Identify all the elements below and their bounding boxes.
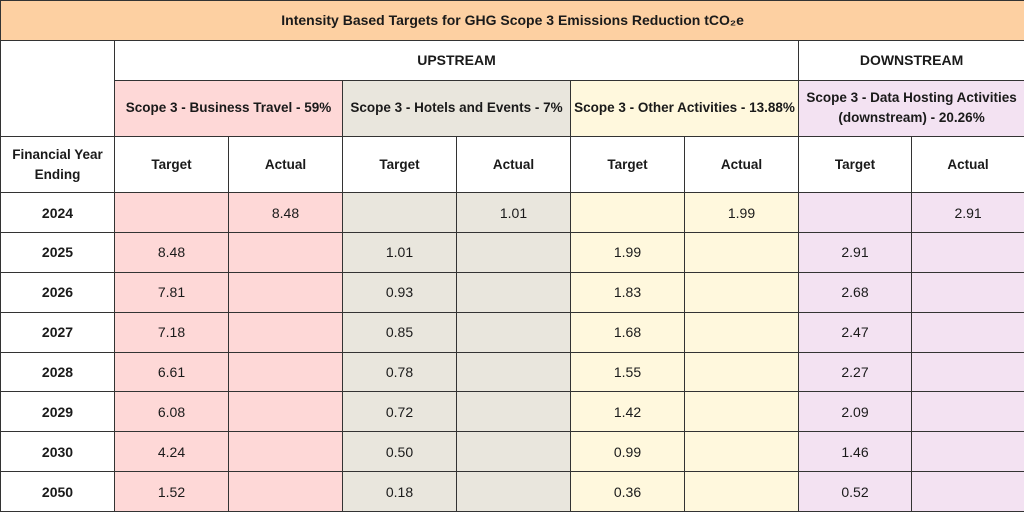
hotels-events-target-cell: 0.72: [342, 391, 457, 433]
business-travel-actual-cell: [228, 471, 343, 512]
table-row: 2024 8.48 1.01 1.99 2.91: [0, 192, 1024, 233]
table-title: Intensity Based Targets for GHG Scope 3 …: [0, 0, 1024, 41]
hotels-events-actual-cell: [456, 391, 571, 433]
year-cell: 2029: [0, 391, 115, 433]
business-travel-target-cell: 8.48: [114, 231, 229, 273]
data-hosting-actual-cell: [910, 471, 1024, 512]
data-hosting-target-cell: 2.47: [798, 311, 912, 353]
category-data-hosting: Scope 3 - Data Hosting Activities (downs…: [797, 79, 1024, 137]
actual-header: Actual: [684, 135, 799, 194]
other-activities-target-cell: 1.99: [570, 231, 685, 273]
business-travel-actual-cell: [228, 351, 343, 393]
empty-corner-cell: [0, 39, 115, 137]
other-activities-target-cell: 1.55: [570, 351, 685, 393]
category-other-activities: Scope 3 - Other Activities - 13.88%: [570, 79, 799, 137]
other-activities-actual-cell: [684, 471, 799, 512]
data-hosting-actual-cell: [910, 391, 1024, 433]
hotels-events-target-cell: 0.50: [342, 431, 457, 473]
hotels-events-actual-cell: [456, 231, 571, 273]
year-cell: 2026: [0, 271, 115, 313]
table-row: 2027 7.18 0.85 1.68 2.47: [0, 311, 1024, 353]
hotels-events-target-cell: 1.01: [342, 231, 457, 273]
business-travel-actual-cell: [228, 231, 343, 273]
hotels-events-target-cell: 0.93: [342, 271, 457, 313]
other-activities-target-cell: 0.99: [570, 431, 685, 473]
data-hosting-actual-cell: 2.91: [910, 192, 1024, 233]
downstream-header: DOWNSTREAM: [797, 39, 1024, 81]
business-travel-actual-cell: [228, 431, 343, 473]
actual-header: Actual: [456, 135, 571, 194]
business-travel-target-cell: 7.81: [114, 271, 229, 313]
category-business-travel: Scope 3 - Business Travel - 59%: [114, 79, 343, 137]
data-hosting-actual-cell: [910, 431, 1024, 473]
target-header: Target: [798, 135, 912, 194]
other-activities-actual-cell: [684, 351, 799, 393]
other-activities-target-cell: 1.83: [570, 271, 685, 313]
other-activities-actual-cell: [684, 231, 799, 273]
other-activities-target-cell: 1.42: [570, 391, 685, 433]
data-hosting-actual-cell: [910, 231, 1024, 273]
data-hosting-target-cell: [798, 192, 912, 233]
target-header: Target: [570, 135, 685, 194]
business-travel-target-cell: 7.18: [114, 311, 229, 353]
upstream-header: UPSTREAM: [114, 39, 799, 81]
business-travel-target-cell: 6.08: [114, 391, 229, 433]
table-body: 2024 8.48 1.01 1.99 2.91 2025 8.48 1.01 1.99 2.91…: [0, 192, 1024, 512]
other-activities-target-cell: [570, 192, 685, 233]
business-travel-target-cell: 6.61: [114, 351, 229, 393]
data-hosting-target-cell: 0.52: [798, 471, 912, 512]
hotels-events-target-cell: 0.85: [342, 311, 457, 353]
business-travel-actual-cell: [228, 311, 343, 353]
year-cell: 2030: [0, 431, 115, 473]
data-hosting-target-cell: 1.46: [798, 431, 912, 473]
category-hotels-events: Scope 3 - Hotels and Events - 7%: [342, 79, 571, 137]
business-travel-actual-cell: [228, 391, 343, 433]
actual-header: Actual: [228, 135, 343, 194]
hotels-events-target-cell: 0.18: [342, 471, 457, 512]
hotels-events-actual-cell: [456, 471, 571, 512]
other-activities-target-cell: 1.68: [570, 311, 685, 353]
year-column-header: Financial Year Ending: [0, 135, 115, 194]
other-activities-actual-cell: [684, 431, 799, 473]
other-activities-target-cell: 0.36: [570, 471, 685, 512]
hotels-events-target-cell: 0.78: [342, 351, 457, 393]
business-travel-actual-cell: 8.48: [228, 192, 343, 233]
data-hosting-target-cell: 2.09: [798, 391, 912, 433]
data-hosting-actual-cell: [910, 271, 1024, 313]
other-activities-actual-cell: 1.99: [684, 192, 799, 233]
target-header: Target: [114, 135, 229, 194]
other-activities-actual-cell: [684, 311, 799, 353]
table-row: 2030 4.24 0.50 0.99 1.46: [0, 431, 1024, 473]
hotels-events-actual-cell: [456, 431, 571, 473]
year-cell: 2027: [0, 311, 115, 353]
data-hosting-target-cell: 2.91: [798, 231, 912, 273]
hotels-events-actual-cell: [456, 271, 571, 313]
hotels-events-actual-cell: [456, 311, 571, 353]
data-hosting-actual-cell: [910, 351, 1024, 393]
table-row: 2025 8.48 1.01 1.99 2.91: [0, 231, 1024, 273]
table-row: 2026 7.81 0.93 1.83 2.68: [0, 271, 1024, 313]
actual-header: Actual: [910, 135, 1024, 194]
table-row: 2028 6.61 0.78 1.55 2.27: [0, 351, 1024, 393]
other-activities-actual-cell: [684, 271, 799, 313]
year-cell: 2025: [0, 231, 115, 273]
target-header: Target: [342, 135, 457, 194]
business-travel-target-cell: 4.24: [114, 431, 229, 473]
data-hosting-target-cell: 2.27: [798, 351, 912, 393]
hotels-events-actual-cell: [456, 351, 571, 393]
year-cell: 2028: [0, 351, 115, 393]
year-cell: 2050: [0, 471, 115, 512]
business-travel-target-cell: 1.52: [114, 471, 229, 512]
data-hosting-target-cell: 2.68: [798, 271, 912, 313]
table-row: 2029 6.08 0.72 1.42 2.09: [0, 391, 1024, 433]
data-hosting-actual-cell: [910, 311, 1024, 353]
year-cell: 2024: [0, 192, 115, 233]
hotels-events-actual-cell: 1.01: [456, 192, 571, 233]
business-travel-target-cell: [114, 192, 229, 233]
hotels-events-target-cell: [342, 192, 457, 233]
table-row: 2050 1.52 0.18 0.36 0.52: [0, 471, 1024, 512]
other-activities-actual-cell: [684, 391, 799, 433]
business-travel-actual-cell: [228, 271, 343, 313]
